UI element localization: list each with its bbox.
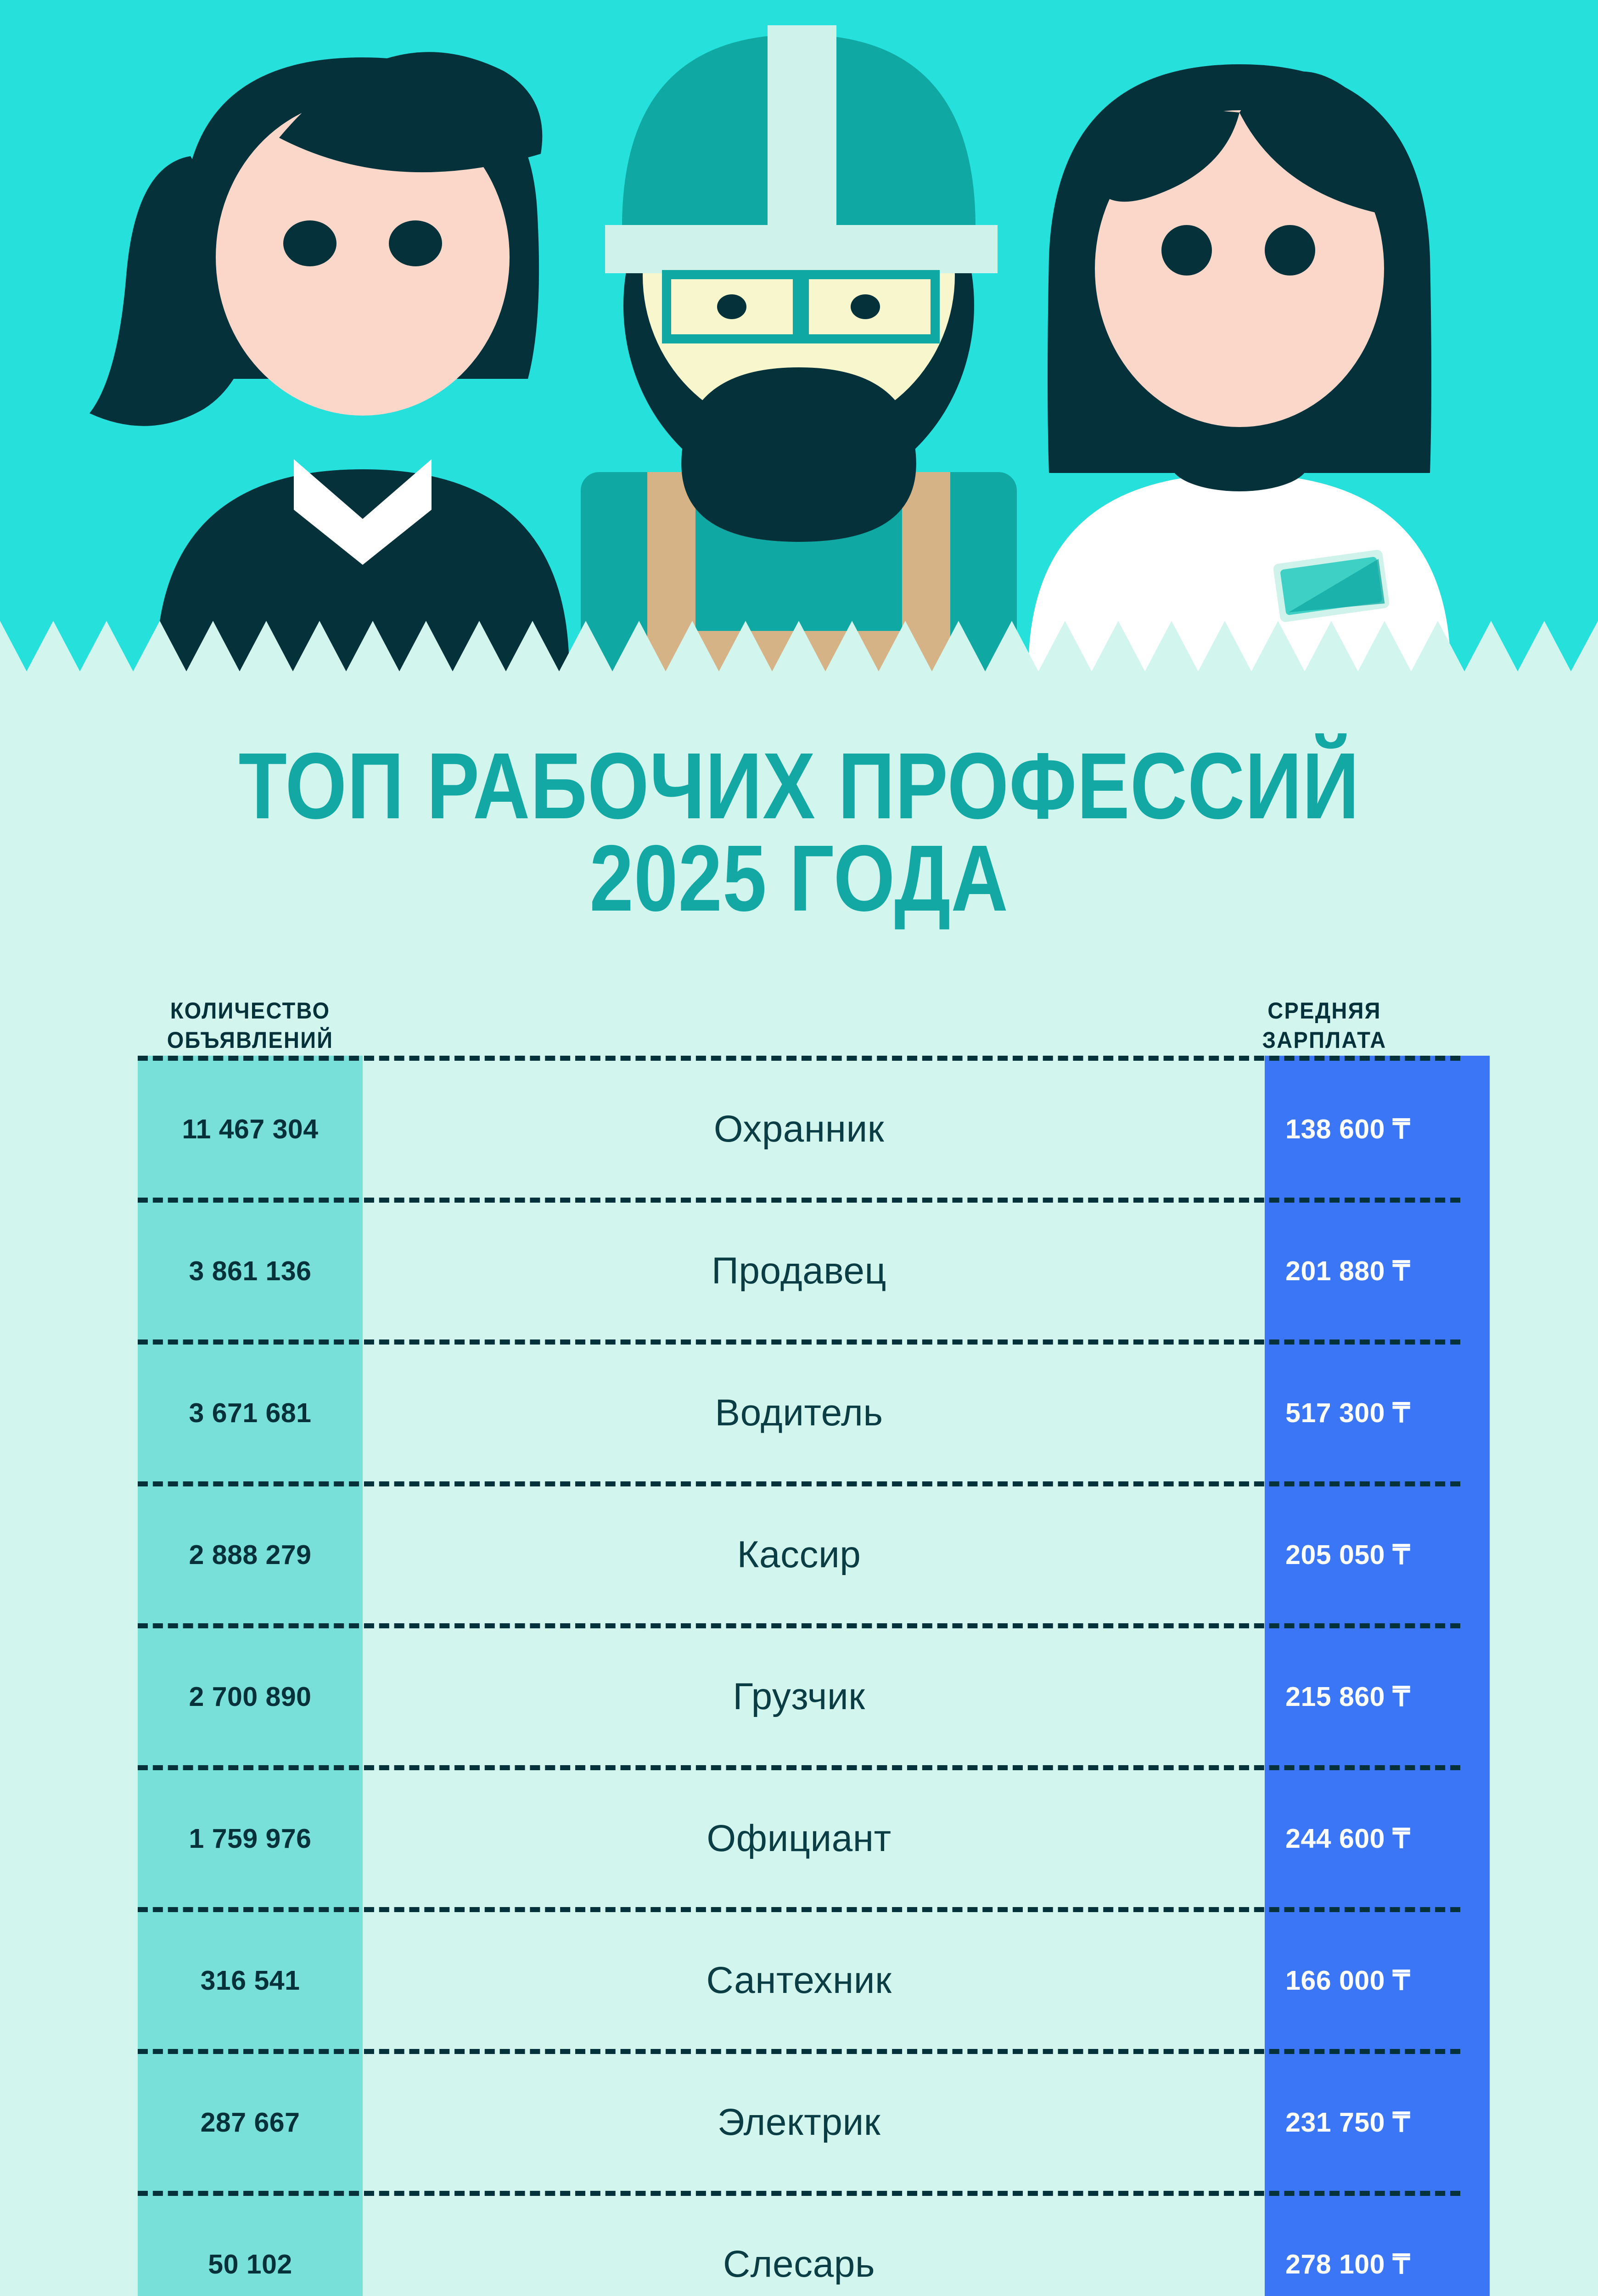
salary-column-band <box>1265 1055 1490 2296</box>
service-woman-eye-right <box>1265 225 1315 276</box>
cell-salary: 215 860 ₸ <box>1285 1682 1410 1712</box>
service-woman-eye-left <box>1161 225 1212 276</box>
professions-table: 11 467 304 Охранник 138 600 ₸ 3 861 136 Прод… <box>138 1055 1490 2296</box>
cell-job-title: Продавец <box>711 1249 886 1292</box>
cell-job-title: Электрик <box>717 2101 881 2143</box>
table-column-headers: КОЛИЧЕСТВО ОБЪЯВЛЕНИЙ СРЕДНЯЯ ЗАРПЛАТА <box>0 996 1598 1056</box>
page-title: ТОП РАБОЧИХ ПРОФЕССИЙ 2025 ГОДА <box>0 733 1598 931</box>
table-row: 3 861 136 Продавец 201 880 ₸ <box>138 1197 1460 1339</box>
title-line-1: ТОП РАБОЧИХ ПРОФЕССИЙ <box>238 733 1360 838</box>
cell-count: 2 888 279 <box>189 1539 312 1570</box>
service-woman-name-badge <box>1273 550 1390 622</box>
worker-eye-left <box>717 294 746 319</box>
worker-eye-right <box>851 294 880 319</box>
cell-job-title: Кассир <box>737 1533 861 1576</box>
cell-salary: 138 600 ₸ <box>1285 1114 1410 1145</box>
table-row: 1 759 976 Официант 244 600 ₸ <box>138 1765 1460 1907</box>
salary-column-header: СРЕДНЯЯ ЗАРПЛАТА <box>1219 996 1430 1055</box>
office-woman-collar <box>294 459 432 565</box>
table-row: 3 671 681 Водитель 517 300 ₸ <box>138 1339 1460 1481</box>
count-column-header: КОЛИЧЕСТВО ОБЪЯВЛЕНИЙ <box>145 996 356 1055</box>
cell-count: 3 671 681 <box>189 1397 312 1428</box>
cell-salary: 166 000 ₸ <box>1285 1965 1410 1996</box>
cell-job-title: Сантехник <box>706 1959 892 2001</box>
construction-worker-avatar <box>581 25 1017 671</box>
service-woman-fringe-left <box>1095 110 1239 202</box>
cell-count: 2 700 890 <box>189 1681 312 1712</box>
count-column-band <box>138 1055 363 2296</box>
cell-salary: 201 880 ₸ <box>1285 1256 1410 1287</box>
office-woman-hair-flip <box>90 156 259 426</box>
salary-header-line2: ЗАРПЛАТА <box>1262 1027 1387 1053</box>
worker-helmet-crest <box>768 25 836 227</box>
cell-salary: 231 750 ₸ <box>1285 2107 1410 2138</box>
count-header-line1: КОЛИЧЕСТВО <box>170 997 331 1024</box>
cell-job-title: Водитель <box>715 1391 883 1434</box>
table-row: 50 102 Слесарь 278 100 ₸ <box>138 2190 1460 2296</box>
cell-count: 1 759 976 <box>189 1823 312 1854</box>
cell-count: 316 541 <box>200 1965 300 1996</box>
table-row: 2 700 890 Грузчик 215 860 ₸ <box>138 1623 1460 1765</box>
zigzag-torn-edge <box>0 621 1598 671</box>
service-woman-fringe-right <box>1239 71 1394 216</box>
service-woman-shirt <box>1028 474 1451 671</box>
cell-count: 11 467 304 <box>182 1114 319 1144</box>
service-woman-avatar <box>1028 64 1451 671</box>
cell-count: 50 102 <box>208 2249 292 2279</box>
office-woman-suit <box>156 469 569 671</box>
table-row: 2 888 279 Кассир 205 050 ₸ <box>138 1481 1460 1623</box>
cell-salary: 205 050 ₸ <box>1285 1540 1410 1570</box>
cell-salary: 278 100 ₸ <box>1285 2249 1410 2280</box>
cell-salary: 244 600 ₸ <box>1285 1823 1410 1854</box>
hero-illustration <box>0 0 1598 671</box>
cell-salary: 517 300 ₸ <box>1285 1398 1410 1429</box>
three-workers-illustration <box>0 0 1598 671</box>
cell-job-title: Грузчик <box>733 1675 865 1717</box>
table-row: 287 667 Электрик 231 750 ₸ <box>138 2048 1460 2191</box>
cell-count: 3 861 136 <box>189 1255 312 1286</box>
worker-moustache <box>681 367 916 542</box>
table-row: 11 467 304 Охранник 138 600 ₸ <box>138 1055 1460 1198</box>
cell-job-title: Слесарь <box>723 2243 875 2285</box>
office-woman-eye-right <box>389 220 442 266</box>
worker-helmet-brim <box>605 225 998 273</box>
cell-job-title: Официант <box>706 1817 892 1859</box>
cell-job-title: Охранник <box>713 1108 885 1150</box>
service-woman-neck-shadow <box>1171 436 1308 491</box>
cell-count: 287 667 <box>200 2107 300 2138</box>
table-row: 316 541 Сантехник 166 000 ₸ <box>138 1907 1460 2049</box>
office-woman-eye-left <box>283 220 336 266</box>
count-header-line2: ОБЪЯВЛЕНИЙ <box>167 1027 334 1053</box>
salary-header-line1: СРЕДНЯЯ <box>1267 997 1381 1024</box>
title-line-2: 2025 ГОДА <box>589 825 1009 931</box>
office-woman-fringe <box>279 52 543 173</box>
worker-glasses <box>662 270 940 343</box>
office-woman-face <box>216 99 510 416</box>
office-woman-avatar <box>90 52 569 671</box>
